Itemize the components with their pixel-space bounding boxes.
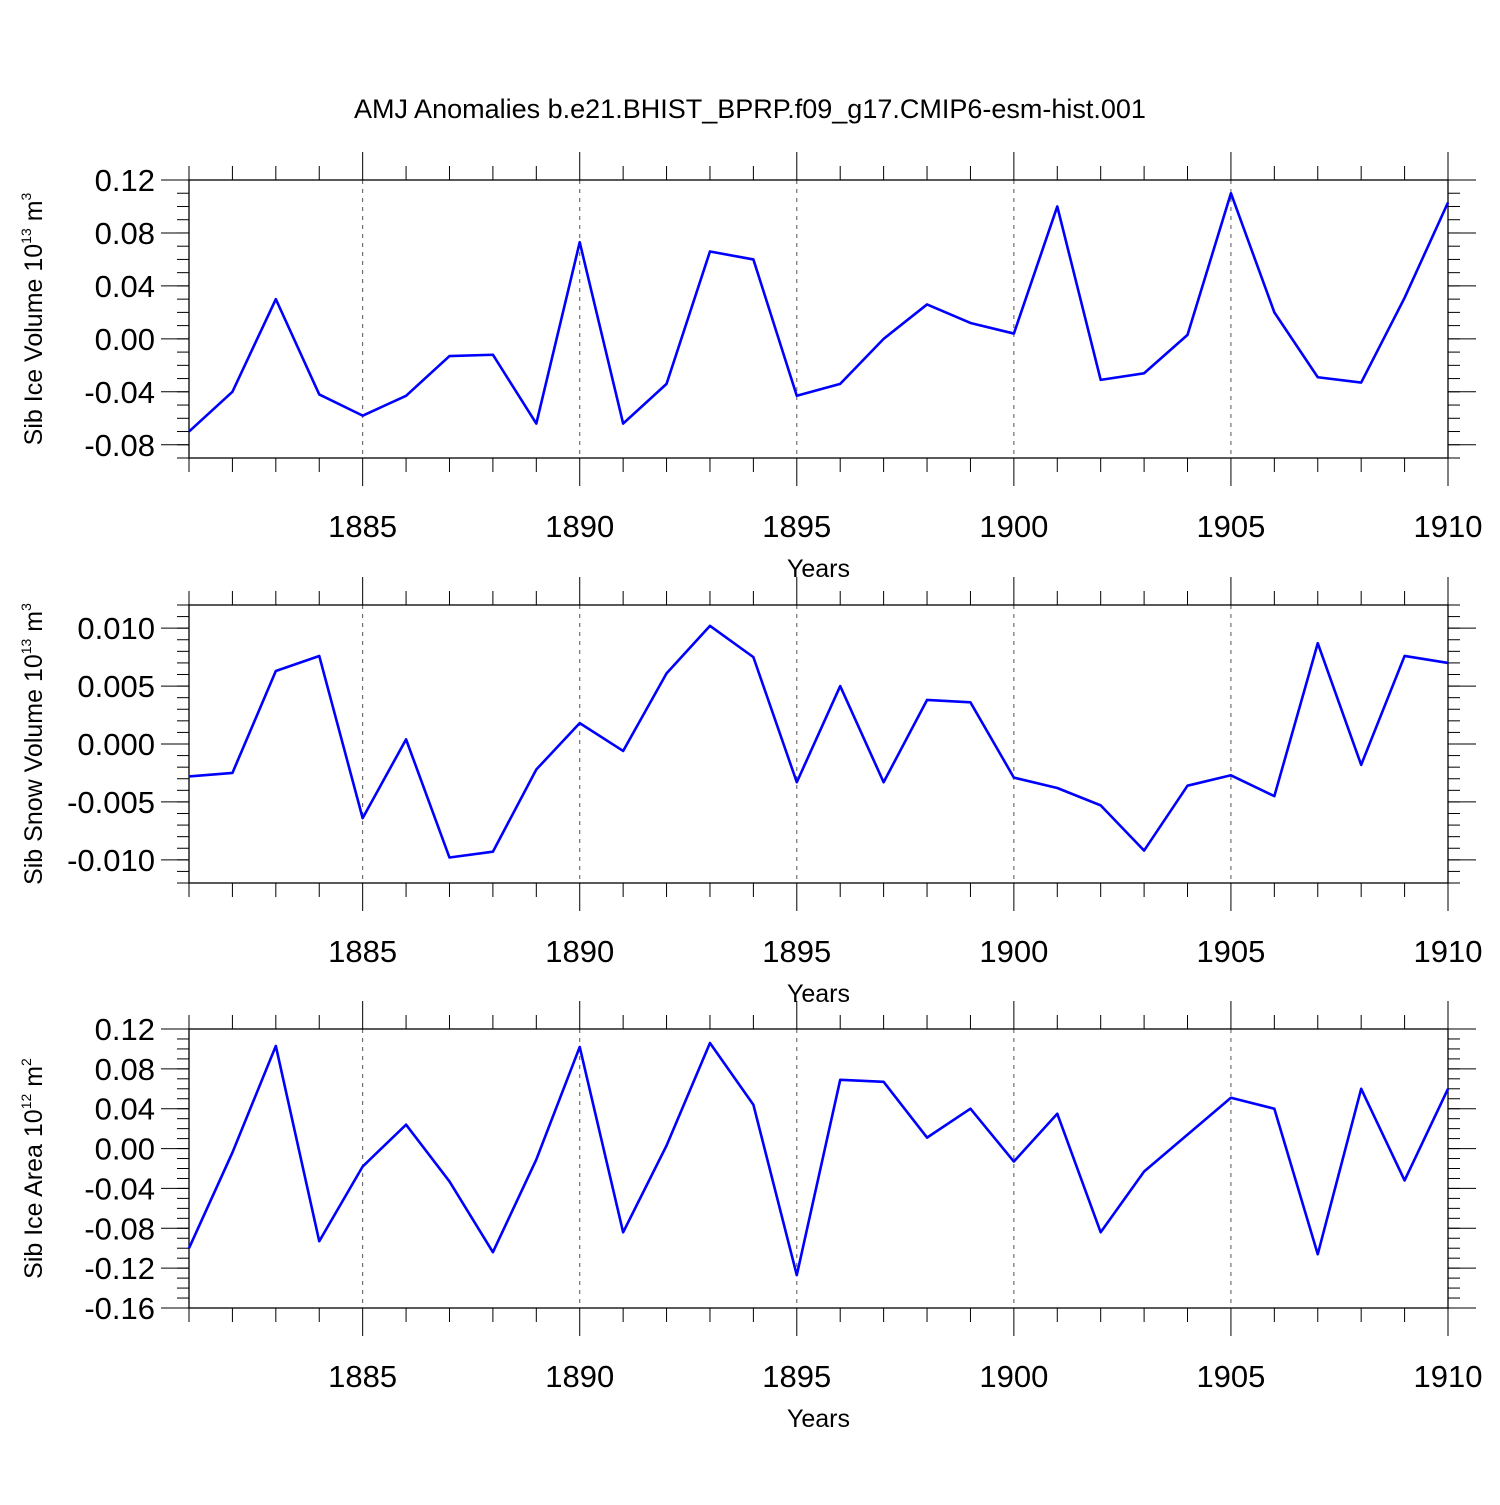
panel-2-y-axis-label-part: 13 <box>18 638 34 654</box>
panel-3-x-tick-label: 1885 <box>328 1359 397 1394</box>
panel-3-y-axis-label-part: 2 <box>18 1058 34 1066</box>
panel-3-x-axis-label: Years <box>787 1405 850 1433</box>
panel-2-x-tick-label: 1885 <box>328 934 397 969</box>
panel-3-y-tick-label: -0.16 <box>84 1291 155 1326</box>
panel-2-y-tick-label: 0.010 <box>77 611 155 646</box>
panel-3-y-tick-label: -0.08 <box>84 1211 155 1246</box>
panel-1-y-tick-label: 0.04 <box>95 269 155 304</box>
panel-1-y-axis-label-part: 13 <box>18 228 34 244</box>
panel-3-y-tick-label: -0.12 <box>84 1251 155 1286</box>
panel-1-y-axis-label: Sib Ice Volume 1013 m3 <box>18 192 48 445</box>
panel-1-x-axis-label: Years <box>787 555 850 583</box>
panel-1-x-tick-label: 1895 <box>762 509 831 544</box>
panel-2-x-tick-label: 1905 <box>1196 934 1265 969</box>
panel-3-series-line <box>187 1041 1450 1277</box>
panel-3-x-tick-label: 1905 <box>1196 1359 1265 1394</box>
panel-1-y-tick-label: 0.08 <box>95 216 155 251</box>
panel-1-x-tick-label: 1890 <box>545 509 614 544</box>
panel-1-y-tick-label: 0.00 <box>95 322 155 357</box>
panel-1-y-tick-label: 0.12 <box>95 163 155 198</box>
panel-3: -0.16 -0.12 -0.08 -0.04 0.00 0.04 0.08 0.12 1885… <box>18 1001 1482 1433</box>
panel-3-x-tick-label: 1900 <box>979 1359 1048 1394</box>
panel-1-y-axis-label-part: m <box>20 200 48 228</box>
panel-1-x-tick-label: 1885 <box>328 509 397 544</box>
panel-3-x-tick-label: 1890 <box>545 1359 614 1394</box>
panel-2-x-tick-label: 1900 <box>979 934 1048 969</box>
panel-1-y-axis-label-part: 3 <box>18 192 34 200</box>
panels: -0.08 -0.04 0.00 0.04 0.08 0.12 1885 1890 1895 19… <box>18 152 1482 1433</box>
panel-2-series-line <box>188 624 1449 859</box>
chart-title: AMJ Anomalies b.e21.BHIST_BPRP.f09_g17.C… <box>354 94 1146 124</box>
panel-2-x-tick-label: 1910 <box>1414 934 1483 969</box>
panel-2-y-axis-label-part: 3 <box>18 603 34 611</box>
panel-1-x-tick-label: 1910 <box>1414 509 1483 544</box>
panel-2-y-axis-label-part: m <box>20 611 48 639</box>
panel-3-y-axis-label: Sib Ice Area 1012 m2 <box>18 1058 48 1279</box>
panel-3-x-tick-label: 1910 <box>1414 1359 1483 1394</box>
panel-1-y-tick-label: -0.04 <box>84 375 155 410</box>
panel-1: -0.08 -0.04 0.00 0.04 0.08 0.12 1885 1890 1895 19… <box>18 152 1482 583</box>
panel-3-y-tick-label: 0.12 <box>95 1012 155 1047</box>
panel-3-x-tick-label: 1895 <box>762 1359 831 1394</box>
panel-2: -0.010 -0.005 0.000 0.005 0.010 1885 1890 1895 1… <box>18 577 1482 1008</box>
panel-3-y-tick-label: 0.00 <box>95 1132 155 1167</box>
panel-3-y-tick-label: -0.04 <box>84 1171 155 1206</box>
panel-2-y-axis-label-part: Sib Snow Volume 10 <box>20 654 48 885</box>
panel-1-series-line <box>188 191 1450 433</box>
panel-3-y-axis-label-part: m <box>20 1066 48 1094</box>
panel-2-plot-frame <box>188 604 1449 884</box>
panel-1-x-tick-label: 1900 <box>979 509 1048 544</box>
panel-2-y-tick-label: -0.010 <box>67 843 155 878</box>
panel-3-y-tick-label: 0.08 <box>95 1052 155 1087</box>
panel-1-y-axis-label-part: Sib Ice Volume 10 <box>20 244 48 446</box>
panel-2-x-tick-label: 1890 <box>545 934 614 969</box>
panel-3-y-tick-label: 0.04 <box>95 1092 155 1127</box>
panel-1-plot-frame <box>188 179 1449 459</box>
panel-2-y-tick-label: 0.005 <box>77 669 155 704</box>
panel-2-y-tick-label: 0.000 <box>77 727 155 762</box>
panel-2-y-tick-label: -0.005 <box>67 785 155 820</box>
panel-2-x-axis-label: Years <box>787 980 850 1008</box>
panel-1-x-tick-label: 1905 <box>1196 509 1265 544</box>
panel-3-y-axis-label-part: Sib Ice Area 10 <box>20 1109 48 1279</box>
panel-2-x-tick-label: 1895 <box>762 934 831 969</box>
panel-2-y-axis-label: Sib Snow Volume 1013 m3 <box>18 603 48 885</box>
panel-1-y-tick-label: -0.08 <box>84 428 155 463</box>
panel-3-plot-frame <box>188 1028 1449 1309</box>
panel-3-y-axis-label-part: 12 <box>18 1094 34 1110</box>
